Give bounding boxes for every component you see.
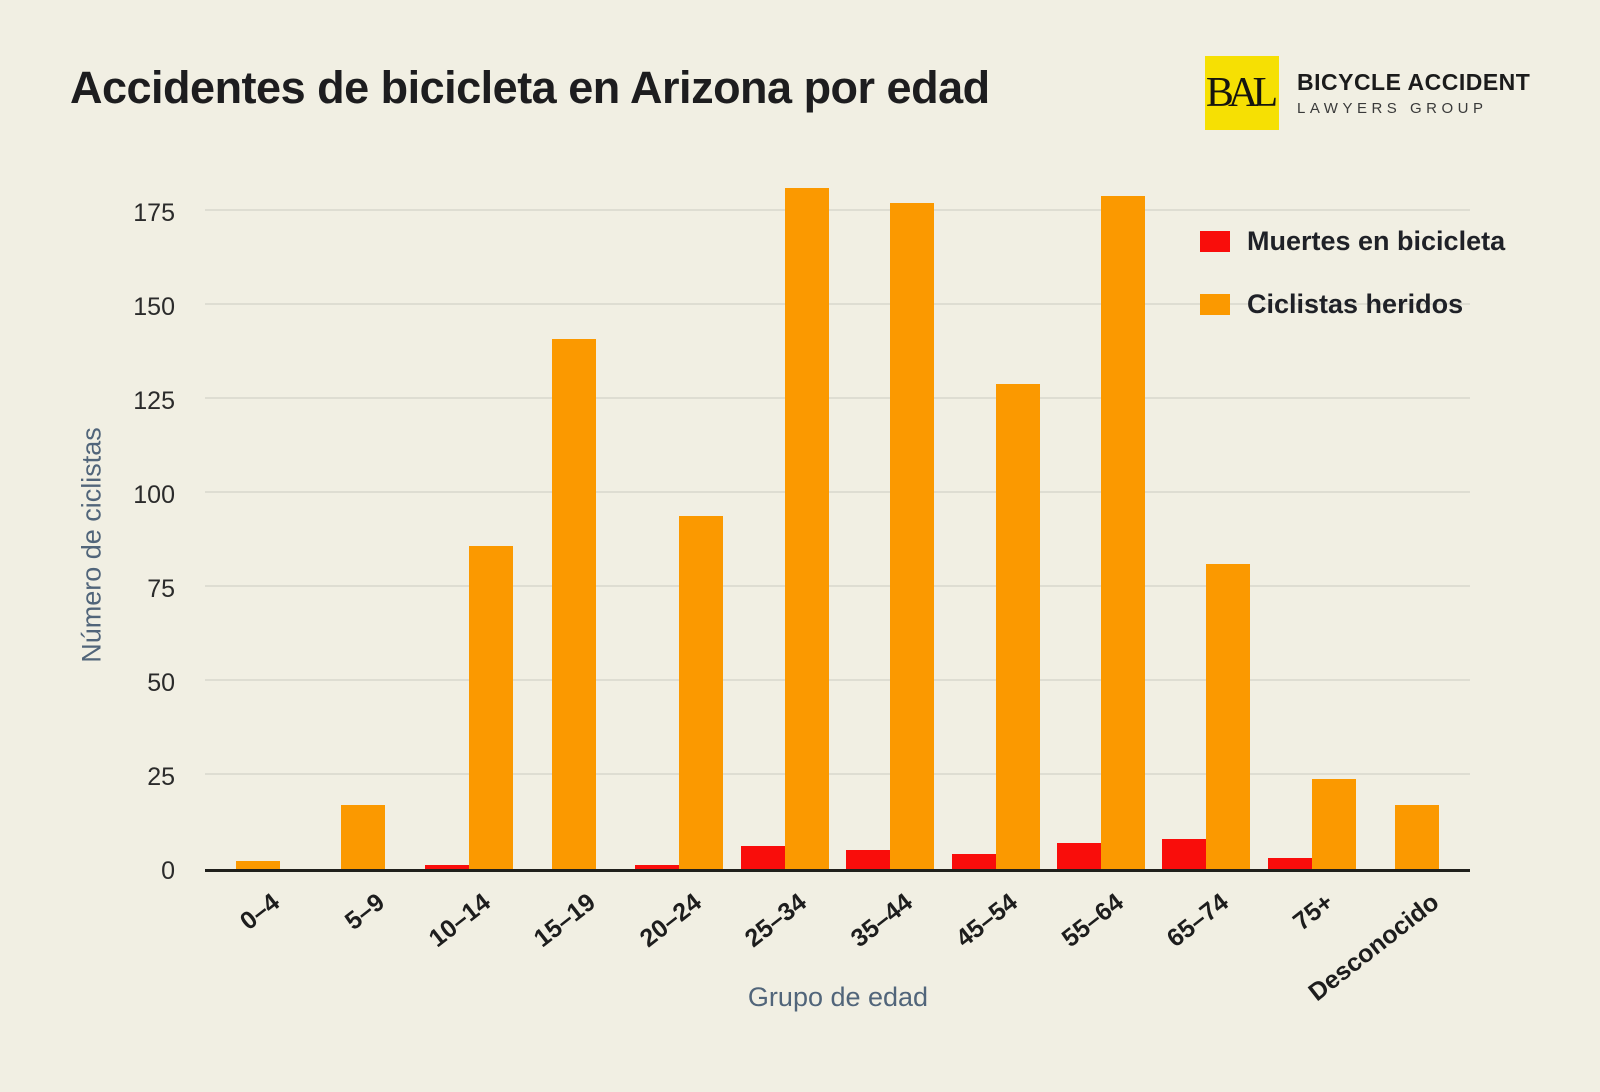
brand-text: BICYCLE ACCIDENT LAWYERS GROUP [1297, 69, 1530, 117]
bar-ciclistas-heridos-10-14 [468, 545, 513, 869]
bar-group-75- [1259, 167, 1364, 869]
bar-muertes-en-bicicleta-25-34 [740, 846, 785, 869]
x-tick-label-65-74: 65–74 [1161, 888, 1234, 953]
legend-item-ciclistas-heridos: Ciclistas heridos [1200, 289, 1505, 320]
bar-ciclistas-heridos-desconocido [1395, 805, 1440, 869]
bar-muertes-en-bicicleta-75- [1267, 857, 1312, 869]
bar-ciclistas-heridos-45-54 [995, 383, 1040, 869]
x-tick-label-10-14: 10–14 [423, 888, 496, 953]
y-tick-label-50: 50 [147, 669, 175, 697]
gridline-25 [205, 773, 1470, 775]
bar-ciclistas-heridos-20-24 [679, 515, 724, 869]
bar-group-15-19 [521, 167, 626, 869]
bar-group-65-74 [1154, 167, 1259, 869]
chart-title: Accidentes de bicicleta en Arizona por e… [70, 62, 990, 113]
bar-muertes-en-bicicleta-10-14 [424, 865, 469, 869]
legend-label-muertes-en-bicicleta: Muertes en bicicleta [1247, 226, 1506, 256]
bar-group-5-9 [310, 167, 415, 869]
x-tick-label-25-34: 25–34 [739, 888, 813, 953]
legend-label-ciclistas-heridos: Ciclistas heridos [1247, 289, 1464, 319]
x-tick-label-15-19: 15–19 [529, 888, 602, 953]
legend: Muertes en bicicleta Ciclistas heridos [1200, 226, 1505, 352]
legend-item-muertes-en-bicicleta: Muertes en bicicleta [1200, 226, 1505, 257]
x-tick-label-45-54: 45–54 [950, 888, 1023, 953]
x-tick-label-5-9: 5–9 [340, 888, 391, 936]
y-axis-ticks: 0 25 50 75 100 125 150 175 [0, 167, 190, 884]
y-tick-label-175: 175 [133, 199, 175, 227]
bar-group-10-14 [416, 167, 521, 869]
bar-ciclistas-heridos-5-9 [341, 805, 386, 869]
brand-name: BICYCLE ACCIDENT [1297, 69, 1531, 95]
gridline-175 [205, 209, 1470, 211]
y-tick-label-25: 25 [147, 763, 175, 791]
y-tick-label-150: 150 [133, 293, 175, 321]
bal-monogram-text: BAL [1205, 70, 1278, 116]
gridline-100 [205, 491, 1470, 493]
bar-ciclistas-heridos-15-19 [551, 338, 596, 869]
x-axis-title: Grupo de edad [747, 982, 929, 1012]
bar-ciclistas-heridos-35-44 [890, 203, 935, 869]
bar-muertes-en-bicicleta-20-24 [635, 865, 680, 869]
bar-group-25-34 [732, 167, 837, 869]
bar-group-55-64 [1048, 167, 1153, 869]
y-tick-label-100: 100 [133, 481, 175, 509]
gridline-125 [205, 397, 1470, 399]
y-tick-label-125: 125 [133, 387, 175, 415]
bar-muertes-en-bicicleta-55-64 [1057, 842, 1102, 869]
y-tick-label-75: 75 [147, 575, 175, 603]
bar-ciclistas-heridos-65-74 [1206, 564, 1251, 869]
bar-group-desconocido [1365, 167, 1470, 869]
legend-swatch-icon-muertes-en-bicicleta [1200, 231, 1230, 252]
bar-muertes-en-bicicleta-65-74 [1162, 838, 1207, 869]
x-tick-label-75-: 75+ [1288, 888, 1340, 937]
bar-ciclistas-heridos-55-64 [1101, 195, 1146, 869]
bal-monogram-icon: BAL [1205, 56, 1279, 130]
bar-muertes-en-bicicleta-35-44 [846, 850, 891, 869]
bar-ciclistas-heridos-75- [1311, 778, 1356, 869]
bar-group-20-24 [627, 167, 732, 869]
brand-subtitle: LAWYERS GROUP [1297, 100, 1488, 117]
bar-ciclistas-heridos-0-4 [235, 861, 280, 869]
bar-muertes-en-bicicleta-45-54 [951, 853, 996, 869]
x-tick-label-20-24: 20–24 [634, 888, 707, 953]
x-tick-label-35-44: 35–44 [845, 888, 918, 953]
x-tick-label-55-64: 55–64 [1056, 888, 1129, 953]
gridline-150 [205, 303, 1470, 305]
gridline-75 [205, 585, 1470, 587]
y-tick-label-0: 0 [161, 857, 175, 885]
bar-group-0-4 [205, 167, 310, 869]
bar-group-35-44 [838, 167, 943, 869]
gridline-50 [205, 679, 1470, 681]
legend-swatch-icon-ciclistas-heridos [1200, 294, 1230, 315]
plot-area [205, 167, 1470, 872]
x-axis-ticks: 0–4 5–9 10–14 15–19 20–24 25–34 35–44 45–54 55–6… [205, 888, 1470, 1008]
bar-group-45-54 [943, 167, 1048, 869]
bar-ciclistas-heridos-25-34 [784, 188, 829, 869]
brand-logo: BAL BICYCLE ACCIDENT LAWYERS GROUP [1205, 56, 1530, 130]
x-tick-label-0-4: 0–4 [234, 888, 285, 936]
